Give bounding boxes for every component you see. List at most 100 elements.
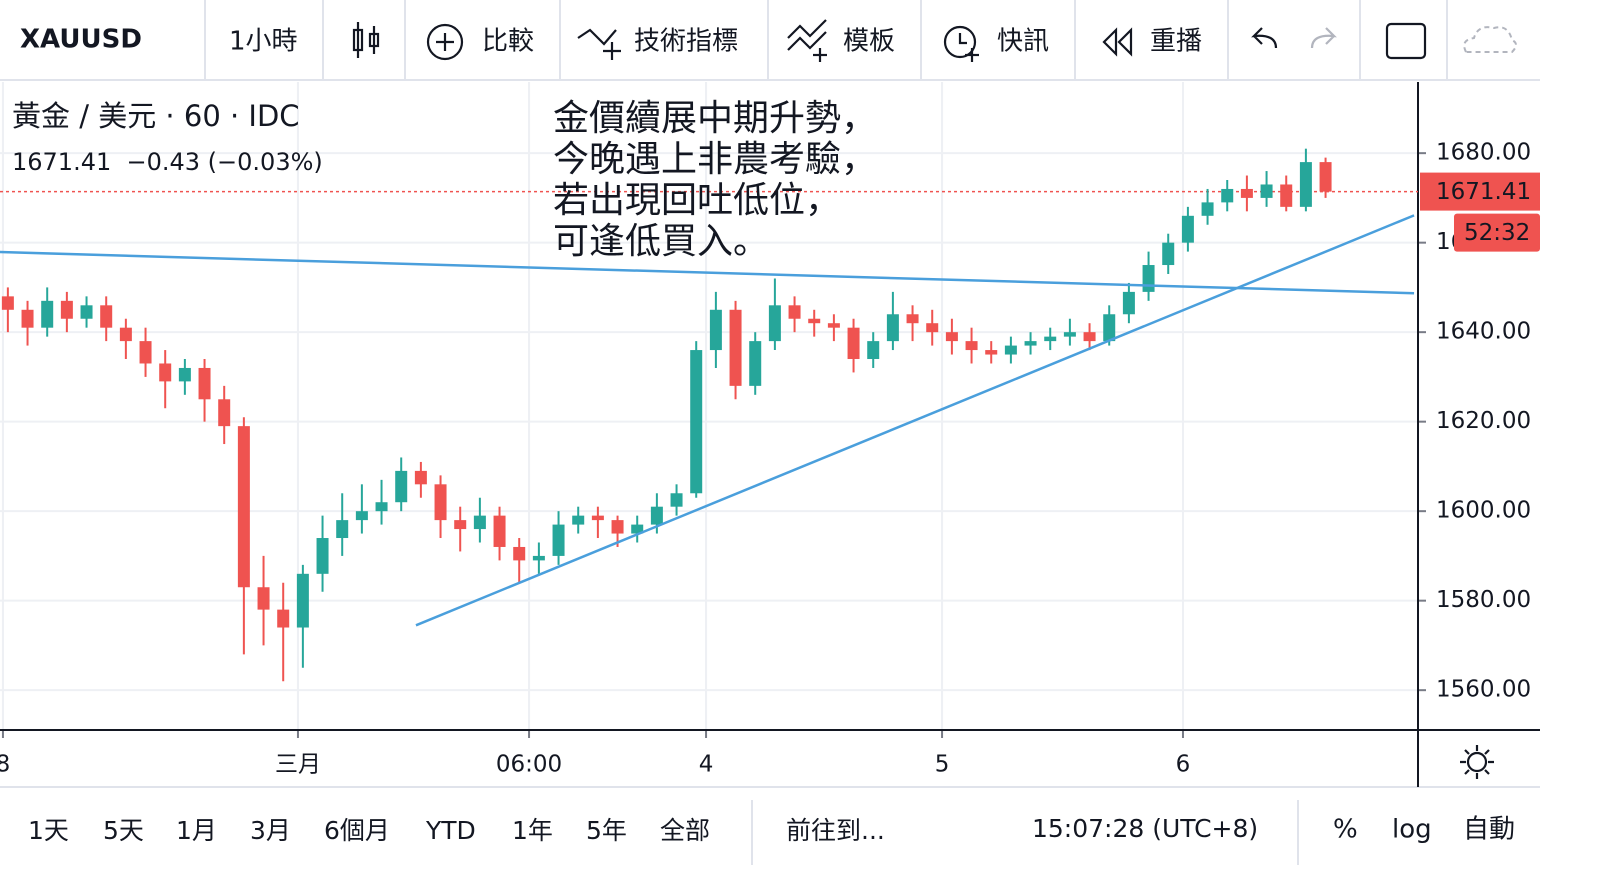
candle-body: [237, 426, 250, 588]
candle-body: [1004, 345, 1017, 355]
candle-body: [1221, 188, 1234, 203]
toolbar-button[interactable]: 比較: [482, 27, 534, 57]
candle-body: [532, 555, 545, 561]
toolbar-button[interactable]: 技術指標: [634, 27, 738, 57]
candle-body: [1162, 242, 1175, 266]
candle-body: [1, 296, 14, 310]
candle-body: [60, 300, 73, 319]
candle-body: [670, 493, 683, 507]
candle-body: [591, 515, 604, 521]
candle-body: [218, 399, 231, 427]
candle-body: [296, 573, 309, 628]
candle-body: [198, 367, 211, 400]
candle-icon[interactable]: [352, 22, 380, 58]
interval[interactable]: 1小時: [229, 27, 298, 57]
candle-body: [1240, 188, 1253, 198]
candle-body: [1103, 314, 1116, 342]
y-tick-label: 1600.00: [1436, 498, 1531, 524]
range-button[interactable]: 3月: [250, 816, 291, 845]
candle-body: [454, 520, 467, 530]
candle-body: [1083, 332, 1096, 342]
candle-body: [1063, 332, 1076, 337]
scale-option[interactable]: %: [1333, 815, 1358, 845]
candle-body: [513, 546, 526, 561]
candle-body: [926, 323, 939, 333]
candle-body: [41, 300, 54, 328]
candle-body: [375, 502, 388, 512]
candle-body: [847, 327, 860, 360]
scale-option[interactable]: log: [1392, 815, 1432, 845]
scale-option[interactable]: 自動: [1463, 815, 1515, 845]
candle-body: [1319, 162, 1332, 192]
candle-body: [80, 305, 93, 319]
toolbar-button[interactable]: 快訊: [997, 27, 1049, 57]
candle-body: [178, 367, 191, 382]
y-tick-label: 1620.00: [1436, 408, 1531, 434]
x-tick-label: 5: [935, 752, 950, 778]
trend-line: [415, 214, 1415, 627]
alert-icon[interactable]: [943, 25, 979, 62]
candle-body: [690, 350, 703, 494]
candle-body: [1280, 184, 1293, 207]
goto-button[interactable]: 前往到...: [786, 816, 885, 845]
y-tick-label: 1640.00: [1436, 319, 1531, 345]
candle-body: [336, 520, 349, 539]
last-price-label: 1671.41: [1436, 179, 1531, 205]
candle-body: [906, 314, 919, 324]
candle-body: [768, 305, 781, 342]
candle-body: [1024, 341, 1037, 346]
range-button[interactable]: 1天: [28, 816, 69, 845]
range-button[interactable]: 6個月: [324, 816, 390, 845]
x-tick-label: 8: [0, 752, 10, 778]
candle-body: [709, 309, 722, 351]
x-tick-label: 06:00: [496, 752, 562, 778]
candle-body: [119, 327, 132, 342]
redo-icon[interactable]: [1310, 27, 1337, 49]
trend-line: [0, 250, 1415, 295]
clock: 15:07:28 (UTC+8): [1032, 814, 1258, 843]
range-button[interactable]: 5天: [103, 816, 144, 845]
candle-body: [100, 305, 113, 328]
cloud-icon[interactable]: [1463, 26, 1517, 53]
candle-body: [631, 524, 644, 534]
candle-body: [729, 309, 742, 386]
candle-body: [493, 515, 506, 547]
fullscreen-icon[interactable]: [1385, 22, 1427, 60]
annotation-text: 可逢低買入。: [553, 221, 769, 262]
candle-body: [21, 309, 34, 328]
indicator-icon[interactable]: [577, 28, 621, 60]
annotation-text: 若出現回吐低位，: [553, 180, 841, 221]
settings-icon[interactable]: [1460, 745, 1494, 779]
range-button[interactable]: YTD: [425, 816, 476, 845]
chart-title: 黃金 / 美元 · 60 · IDC: [12, 99, 300, 133]
bottom-bar: [0, 745, 1540, 865]
undo-icon[interactable]: [1251, 27, 1278, 49]
y-tick-label: 1560.00: [1436, 677, 1531, 703]
chart-area: [0, 82, 1418, 730]
range-button[interactable]: 全部: [660, 816, 710, 845]
candle-body: [965, 341, 978, 351]
candle-body: [945, 332, 958, 342]
x-tick-label: 4: [699, 752, 714, 778]
candle-body: [257, 587, 270, 610]
candle-body: [414, 470, 427, 485]
symbol[interactable]: XAUUSD: [20, 25, 142, 55]
x-tick-label: 三月: [275, 752, 321, 778]
candle-body: [1122, 291, 1135, 315]
compare-icon[interactable]: [426, 23, 464, 61]
range-button[interactable]: 1年: [512, 816, 553, 845]
annotation-text: 今晚遇上非農考驗，: [553, 139, 877, 180]
toolbar-button[interactable]: 重播: [1150, 27, 1202, 57]
template-icon[interactable]: [787, 19, 827, 62]
toolbar-button[interactable]: 模板: [843, 27, 895, 57]
candle-body: [473, 515, 486, 530]
range-button[interactable]: 5年: [586, 816, 627, 845]
candle-body: [1260, 184, 1273, 198]
last-price-tag: [1420, 172, 1540, 211]
candle-body: [1181, 215, 1194, 243]
replay-icon[interactable]: [1102, 27, 1133, 57]
range-button[interactable]: 1月: [176, 816, 217, 845]
countdown-label: 52:32: [1464, 220, 1530, 246]
price-change: 1671.41 −0.43 (−0.03%): [12, 148, 323, 176]
